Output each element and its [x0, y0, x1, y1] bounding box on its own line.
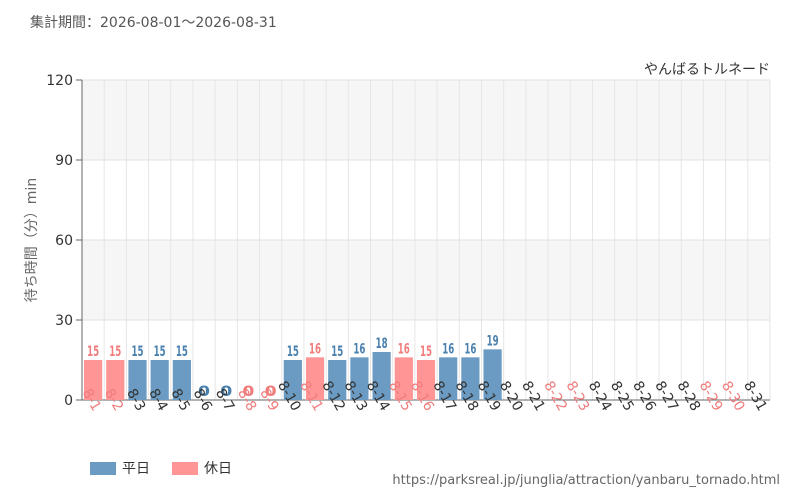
bar-8-14: [372, 352, 391, 400]
y-tick-label: 0: [64, 393, 73, 409]
bar-8-18: [461, 357, 480, 400]
y-tick-label: 60: [55, 233, 73, 249]
bar-8-19: [483, 349, 502, 400]
value-label-8-13: 16: [353, 341, 365, 357]
bar-8-12: [328, 360, 347, 400]
bar-8-16: [416, 360, 436, 400]
bar-8-15: [394, 357, 413, 400]
bar-8-3: [128, 360, 147, 400]
value-label-8-15: 16: [398, 341, 410, 357]
value-label-8-10: 15: [287, 344, 299, 360]
value-label-8-6: 0: [198, 384, 210, 400]
bar-8-2: [106, 360, 125, 400]
value-label-8-9: 0: [265, 384, 277, 400]
bar-8-1: [83, 360, 103, 400]
value-label-8-2: 15: [109, 344, 121, 360]
value-label-8-12: 15: [331, 344, 343, 360]
bar-8-4: [150, 360, 169, 400]
value-label-8-8: 0: [242, 384, 254, 400]
value-label-8-5: 15: [176, 344, 188, 360]
legend: 平日 休日: [90, 458, 254, 478]
source-url: https://parksreal.jp/junglia/attraction/…: [392, 473, 780, 488]
value-label-8-7: 0: [220, 384, 232, 400]
legend-item-weekday: 平日: [90, 458, 150, 478]
value-label-8-18: 16: [464, 341, 476, 357]
legend-swatch-holiday: [172, 461, 198, 475]
value-label-8-17: 16: [442, 341, 454, 357]
value-label-8-16: 15: [420, 344, 432, 360]
value-label-8-3: 15: [131, 344, 143, 360]
legend-swatch-weekday: [90, 461, 116, 475]
value-label-8-19: 19: [487, 333, 499, 349]
value-label-8-1: 15: [87, 344, 99, 360]
y-tick-label: 90: [55, 153, 73, 169]
legend-item-holiday: 休日: [172, 458, 232, 478]
bar-8-13: [350, 357, 369, 400]
value-label-8-14: 18: [376, 336, 388, 352]
attraction-name: やんばるトルネード: [644, 62, 770, 78]
plot-bands: [82, 80, 770, 400]
bar-8-17: [439, 357, 458, 400]
plot-band: [82, 80, 770, 160]
value-label-8-11: 16: [309, 341, 321, 357]
y-tick-label: 30: [55, 313, 73, 329]
bars: [83, 349, 502, 400]
y-tick-label: 120: [46, 73, 73, 89]
plot-band: [82, 160, 770, 240]
y-tick-labels: 0 30 60 90 120: [46, 73, 73, 409]
value-labels: 15 15 15 15 150 0 0 015 16 15 16 18 16 15 16 16 19: [87, 333, 498, 400]
legend-label-weekday: 平日: [122, 461, 150, 477]
y-axis-label: 待ち時間（分）min: [24, 178, 40, 302]
bar-8-11: [305, 357, 325, 400]
plot-band: [82, 240, 770, 320]
bar-8-10: [283, 360, 302, 400]
period-text: 集計期間：2026-08-01～2026-08-31: [30, 15, 277, 31]
bar-8-5: [172, 360, 191, 400]
legend-label-holiday: 休日: [204, 461, 232, 477]
value-label-8-4: 15: [154, 344, 166, 360]
